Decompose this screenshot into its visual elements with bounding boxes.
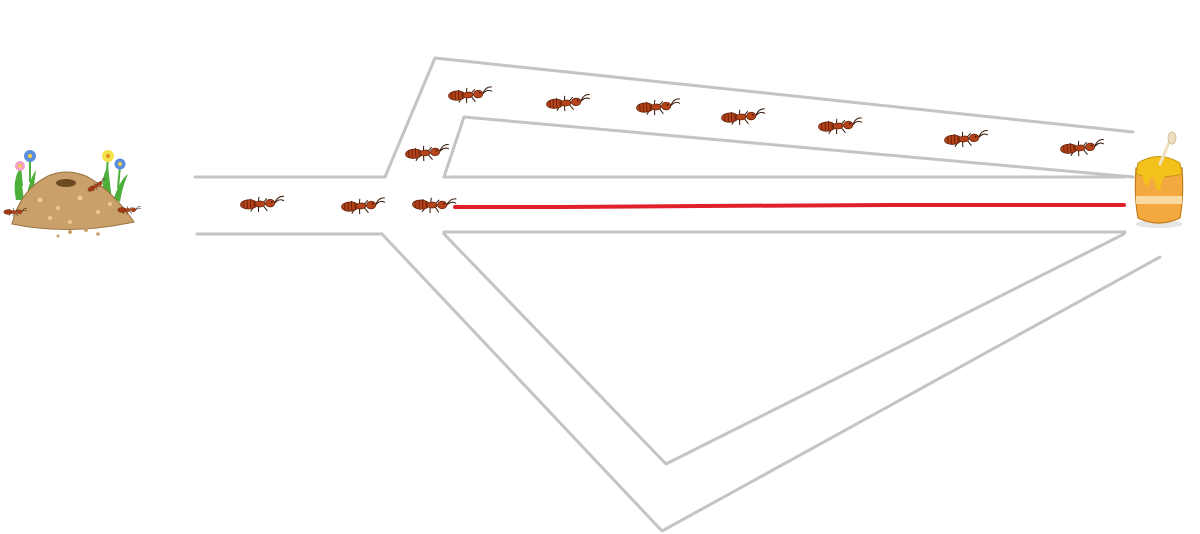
ant-icon <box>635 98 681 117</box>
upper-path-outer-edge <box>383 56 1135 179</box>
ant-icon <box>943 129 989 149</box>
lower-path-outer-edge <box>380 232 1162 533</box>
path-network <box>193 56 1162 533</box>
ant-icon <box>1059 138 1105 158</box>
lower-path-inner-edge <box>442 232 1126 466</box>
upper-path-inner-edge <box>442 115 1135 179</box>
ant-icon <box>817 117 863 136</box>
anthill-with-flowers-icon <box>3 150 141 238</box>
ants <box>239 86 1105 216</box>
ant-icon <box>447 86 493 105</box>
ant-icon <box>411 196 457 214</box>
ant-icon <box>340 197 386 216</box>
ant-icon <box>545 93 591 113</box>
honey-pot-icon <box>1134 131 1184 228</box>
ant-icon <box>404 143 450 163</box>
ant-icon <box>239 195 285 213</box>
pheromone-trail <box>453 203 1126 209</box>
ant-icon <box>720 108 766 127</box>
